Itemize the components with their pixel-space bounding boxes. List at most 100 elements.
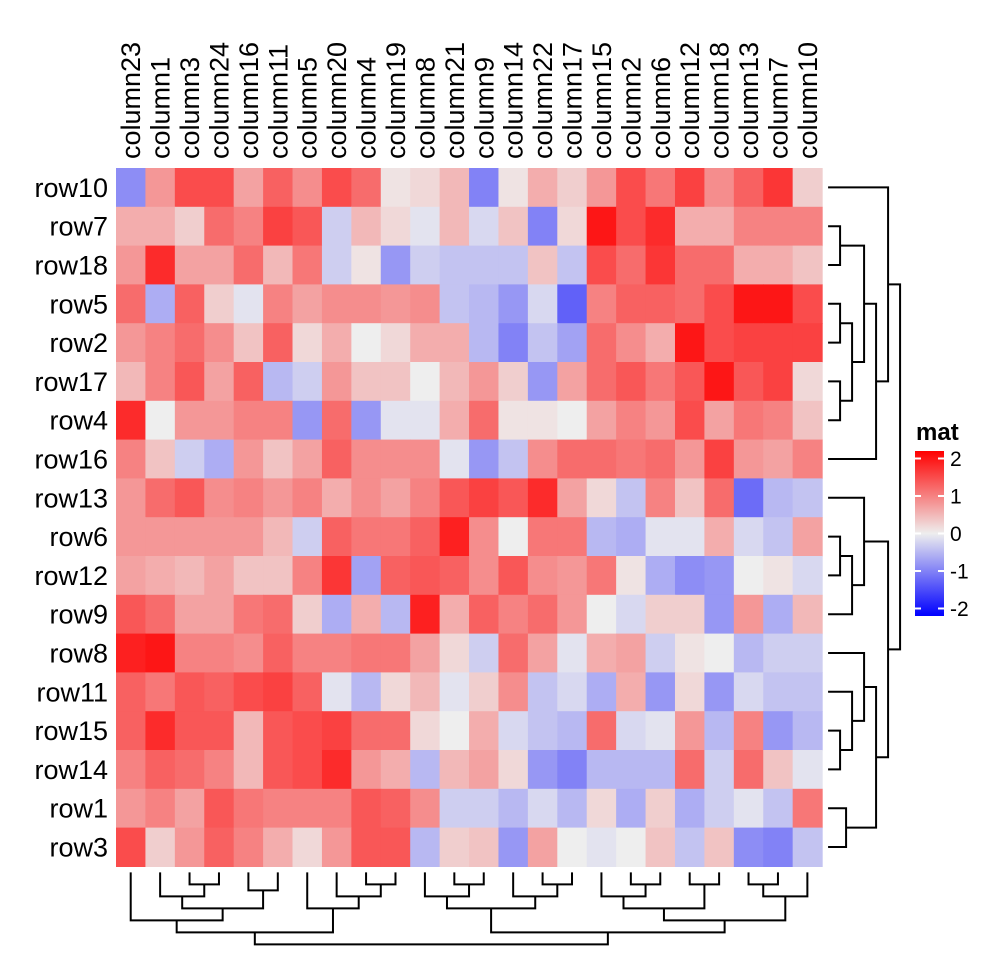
- heatmap-cell: [792, 788, 823, 829]
- column-label: column3: [175, 57, 205, 159]
- heatmap-cell: [116, 827, 147, 867]
- heatmap-cell: [498, 400, 529, 441]
- heatmap-cell: [645, 400, 676, 441]
- heatmap-cell: [704, 633, 735, 673]
- dendrogram-branch: [688, 872, 721, 886]
- heatmap-cell: [233, 245, 264, 285]
- heatmap-cell: [792, 245, 823, 285]
- heatmap-cell: [204, 168, 235, 208]
- heatmap-cell: [292, 517, 323, 557]
- row-label: row8: [49, 639, 108, 669]
- heatmap-cell: [116, 672, 147, 712]
- heatmap-cell: [674, 827, 705, 867]
- heatmap-cell: [763, 788, 794, 829]
- heatmap-cell: [704, 400, 735, 441]
- heatmap-cell: [292, 711, 323, 751]
- dendrogram-branch: [747, 872, 779, 886]
- heatmap-cell: [792, 711, 823, 751]
- heatmap-cell: [116, 517, 147, 557]
- row-label: row18: [34, 251, 108, 281]
- heatmap-cell: [410, 284, 441, 324]
- heatmap-cell: [469, 633, 500, 673]
- row-label: row12: [34, 561, 108, 591]
- heatmap-cell: [674, 323, 705, 363]
- heatmap-cell: [704, 478, 735, 518]
- dendrogram-branch: [828, 535, 842, 577]
- column-label: column20: [322, 42, 352, 159]
- heatmap-cell: [763, 478, 794, 518]
- heatmap-cell: [145, 633, 176, 673]
- heatmap-cells: [116, 168, 823, 867]
- heatmap-cell: [263, 556, 294, 596]
- heatmap-cell: [557, 362, 588, 402]
- heatmap-cell: [145, 245, 176, 285]
- heatmap-cell: [586, 672, 617, 712]
- heatmap-cell: [733, 556, 764, 596]
- heatmap-cell: [233, 788, 264, 829]
- column-label: column4: [352, 57, 382, 159]
- heatmap-cell: [469, 517, 500, 557]
- heatmap-cell: [674, 362, 705, 402]
- heatmap-cell: [469, 168, 500, 208]
- heatmap-cell: [557, 788, 588, 829]
- heatmap-cell: [439, 672, 470, 712]
- heatmap-cell: [439, 711, 470, 751]
- heatmap-cell: [116, 788, 147, 829]
- heatmap-cell: [527, 284, 558, 324]
- column-label: column5: [293, 57, 323, 159]
- heatmap-cell: [527, 672, 558, 712]
- heatmap-cell: [469, 362, 500, 402]
- heatmap-cell: [763, 711, 794, 751]
- heatmap-cell: [469, 284, 500, 324]
- heatmap-cell: [674, 245, 705, 285]
- heatmap-cell: [733, 750, 764, 790]
- heatmap-cell: [439, 827, 470, 867]
- heatmap-cell: [792, 400, 823, 441]
- heatmap-cell: [557, 478, 588, 518]
- heatmap-cell: [204, 284, 235, 324]
- heatmap-cell: [410, 168, 441, 208]
- heatmap-cell: [527, 633, 558, 673]
- heatmap-cell: [674, 517, 705, 557]
- heatmap-cell: [792, 750, 823, 790]
- heatmap-cell: [498, 284, 529, 324]
- heatmap-cell: [616, 245, 647, 285]
- heatmap-cell: [380, 672, 411, 712]
- heatmap-cell: [733, 362, 764, 402]
- heatmap-cell: [763, 168, 794, 208]
- heatmap-cell: [469, 594, 500, 635]
- heatmap-cell: [145, 439, 176, 479]
- heatmap-cell: [410, 827, 441, 867]
- heatmap-cell: [321, 206, 352, 247]
- dendrogram-branch: [253, 932, 609, 946]
- heatmap-cell: [233, 478, 264, 518]
- dendrogram-branch: [306, 872, 360, 910]
- heatmap-cell: [145, 284, 176, 324]
- heatmap-cell: [527, 556, 558, 596]
- heatmap-cell: [380, 400, 411, 441]
- heatmap-cell: [557, 439, 588, 479]
- dendrogram-branch: [365, 872, 397, 886]
- column-label: column24: [205, 42, 235, 159]
- heatmap-cell: [351, 517, 382, 557]
- heatmap-cell: [410, 750, 441, 790]
- heatmap-cell: [792, 439, 823, 479]
- heatmap-cell: [174, 400, 205, 441]
- heatmap-cell: [616, 750, 647, 790]
- column-label: column16: [234, 42, 264, 159]
- heatmap-cell: [557, 206, 588, 247]
- heatmap-cell: [498, 633, 529, 673]
- heatmap-cell: [292, 323, 323, 363]
- heatmap-cell: [204, 750, 235, 790]
- heatmap-cell: [616, 362, 647, 402]
- dendrogram-branch: [828, 225, 842, 266]
- column-label: column12: [675, 42, 705, 159]
- heatmap-cell: [733, 323, 764, 363]
- heatmap-cell: [645, 750, 676, 790]
- heatmap-cell: [616, 517, 647, 557]
- row-label: row11: [36, 677, 108, 707]
- heatmap-cell: [527, 517, 558, 557]
- heatmap-cell: [586, 711, 617, 751]
- heatmap-cell: [733, 672, 764, 712]
- heatmap-cell: [145, 711, 176, 751]
